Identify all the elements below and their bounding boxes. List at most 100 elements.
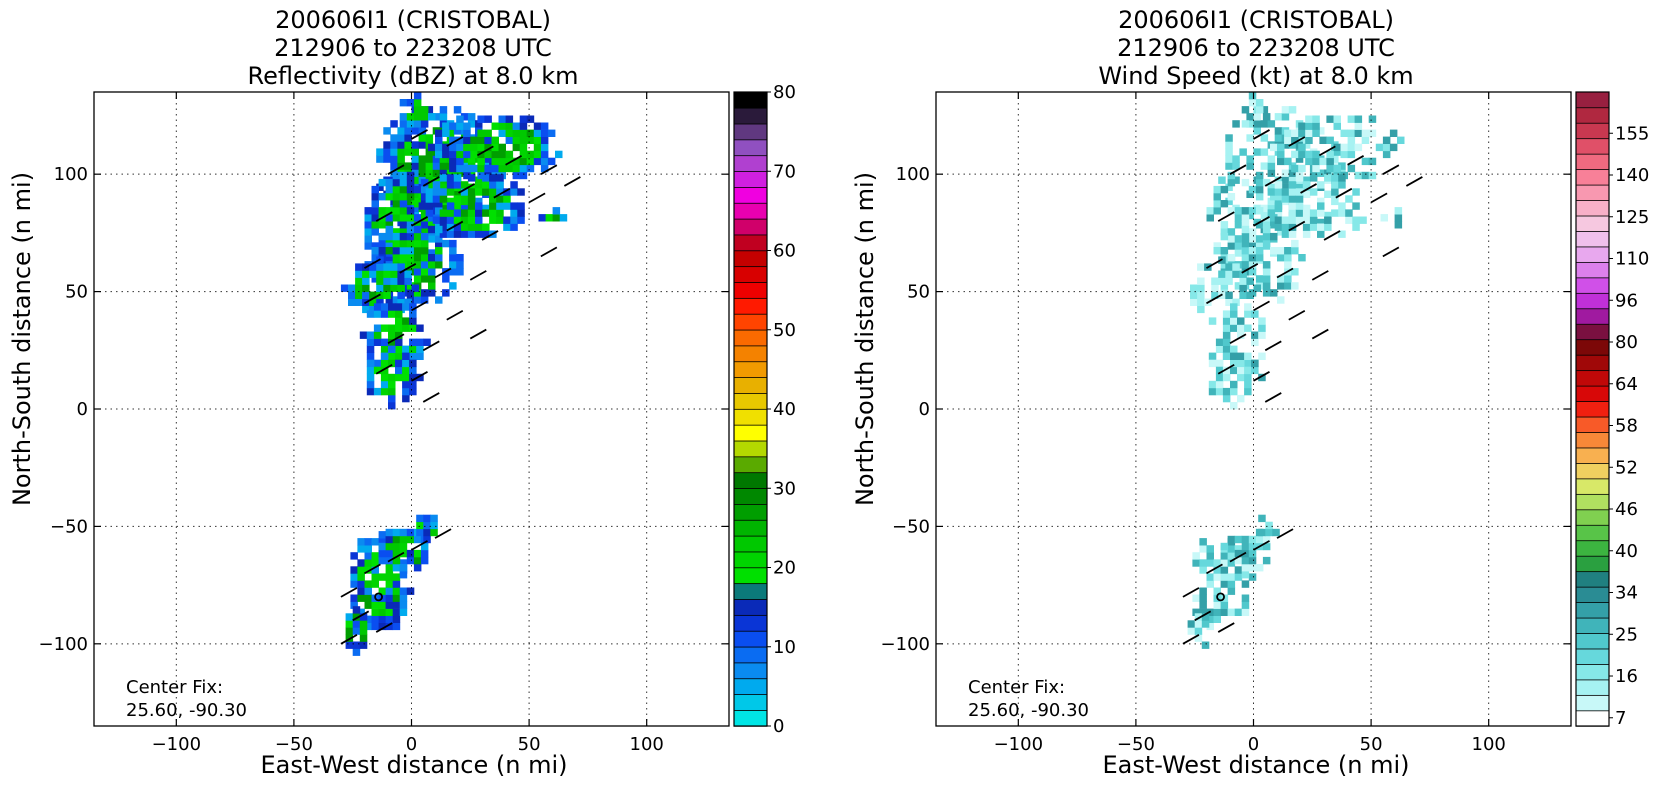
- data-cell: [1338, 202, 1346, 210]
- data-cell: [1230, 352, 1238, 360]
- wind-barb: [1253, 129, 1270, 140]
- data-cell: [406, 178, 415, 187]
- axes: −100 −50 0 50 100 −100 −50 0 50 100: [881, 91, 1572, 755]
- data-cell: [477, 150, 485, 159]
- data-cell: [1394, 221, 1403, 229]
- data-cell: [380, 338, 389, 346]
- data-cell: [366, 310, 375, 318]
- data-cell: [1213, 573, 1221, 581]
- data-cell: [477, 136, 485, 144]
- data-cell: [423, 521, 431, 530]
- data-cell: [446, 223, 455, 231]
- colorbar-frame: [1575, 91, 1610, 727]
- data-cell: [397, 134, 405, 142]
- data-cell: [380, 324, 389, 332]
- data-cell: [413, 221, 422, 229]
- colorbar-tick-label: 7: [1615, 708, 1626, 729]
- data-cell: [366, 366, 375, 375]
- data-cell: [1241, 247, 1250, 255]
- data-cell: [425, 148, 434, 156]
- data-cell: [1215, 380, 1224, 389]
- data-cell: [432, 181, 441, 189]
- data-cell: [456, 150, 464, 159]
- data-cell: [420, 549, 429, 558]
- data-cell: [1230, 317, 1238, 325]
- data-cell: [482, 188, 490, 196]
- data-cell: [463, 143, 471, 152]
- data-cell: [540, 157, 549, 166]
- data-cell: [475, 176, 483, 184]
- data-cell: [1319, 157, 1327, 166]
- data-cell: [364, 559, 372, 567]
- data-cell: [1225, 298, 1233, 306]
- data-cell: [364, 594, 372, 602]
- data-cell: [380, 352, 389, 360]
- data-cell: [489, 216, 497, 224]
- data-cell: [1213, 247, 1221, 255]
- data-cell: [449, 261, 457, 269]
- data-cell: [1312, 129, 1320, 137]
- data-cell: [1352, 223, 1360, 231]
- data-cell: [359, 627, 368, 635]
- data-cell: [420, 556, 429, 565]
- data-cell: [1295, 169, 1304, 177]
- data-cell: [409, 366, 417, 375]
- data-cell: [1267, 209, 1276, 217]
- chart-field-label: Wind Speed (kt) at 8.0 km: [1098, 62, 1413, 90]
- data-cell: [369, 305, 377, 314]
- data-cell: [1277, 282, 1285, 290]
- data-cell: [380, 380, 389, 389]
- data-cell: [423, 528, 431, 537]
- data-cell: [1253, 284, 1261, 292]
- data-cell: [399, 120, 408, 128]
- data-cell: [1197, 291, 1205, 299]
- data-cell: [385, 185, 394, 194]
- data-cell: [467, 188, 476, 196]
- data-cell: [1394, 207, 1403, 215]
- data-cell: [1190, 291, 1198, 299]
- wind-barb: [340, 587, 358, 598]
- data-cell: [435, 242, 443, 250]
- data-cell: [383, 155, 391, 163]
- data-cell: [1291, 239, 1299, 248]
- data-cell: [416, 352, 424, 360]
- wind-barb: [375, 211, 393, 222]
- data-cell: [1317, 127, 1325, 135]
- data-cell: [475, 216, 483, 224]
- data-cell: [512, 143, 521, 152]
- colorbar-swatch: [733, 662, 768, 680]
- data-cell: [409, 310, 417, 318]
- data-cell: [1270, 214, 1278, 222]
- data-cell: [1265, 528, 1273, 537]
- data-cell: [428, 221, 436, 229]
- data-cell: [413, 185, 422, 194]
- data-cell: [1352, 216, 1360, 224]
- data-cell: [385, 225, 394, 234]
- data-cell: [449, 136, 457, 144]
- data-cell: [1227, 193, 1236, 201]
- wind-barb: [1288, 309, 1306, 321]
- x-tick-label: −50: [1117, 734, 1155, 755]
- data-cell: [1288, 216, 1297, 224]
- center-fix-label: Center Fix:: [126, 677, 223, 698]
- data-cell: [406, 185, 415, 194]
- data-cell: [420, 185, 429, 194]
- data-cell: [1326, 150, 1334, 159]
- wind-barb: [422, 340, 440, 352]
- data-cell: [512, 122, 521, 130]
- data-cell: [1248, 247, 1257, 255]
- data-cell: [1375, 143, 1384, 152]
- data-cell: [1347, 164, 1356, 173]
- data-cell: [406, 99, 415, 107]
- x-tick-label: 50: [1360, 734, 1383, 755]
- data-cell: [428, 268, 436, 276]
- data-cell: [1248, 564, 1257, 572]
- colorbar-swatch: [733, 709, 768, 727]
- colorbar-swatch: [1575, 493, 1610, 511]
- data-cell: [467, 195, 476, 203]
- data-cell: [1230, 345, 1238, 353]
- data-cell: [420, 261, 429, 269]
- data-cell: [371, 193, 379, 201]
- data-cell: [1230, 310, 1238, 318]
- data-cell: [1302, 209, 1311, 217]
